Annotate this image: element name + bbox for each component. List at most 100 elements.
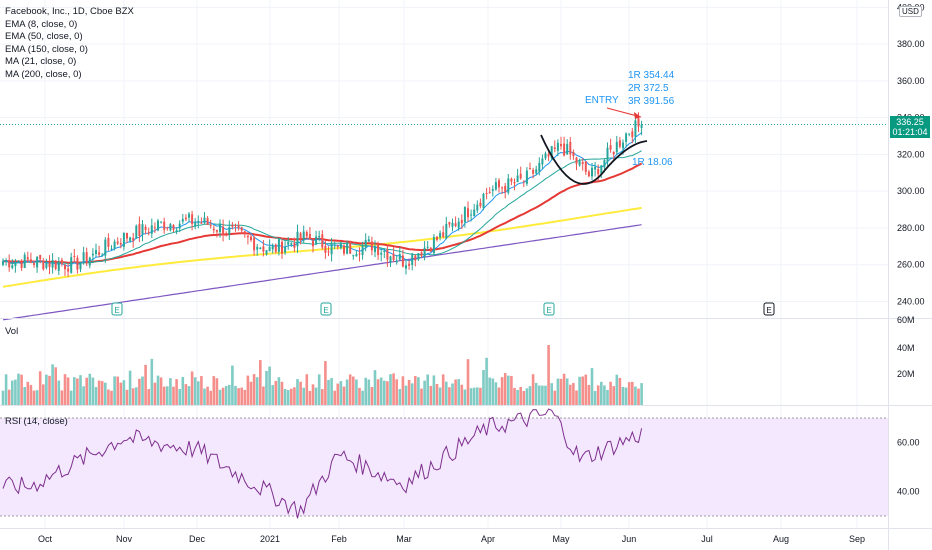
legend-ema50[interactable]: EMA (50, close, 0) — [5, 31, 83, 43]
candle-body — [550, 146, 553, 159]
volume-bar — [572, 383, 575, 405]
volume-bar — [550, 383, 553, 405]
volume-bar — [17, 373, 20, 405]
candle-body — [17, 260, 20, 262]
volume-bar — [469, 388, 473, 405]
volume-bar — [581, 376, 584, 405]
candle-body — [14, 261, 17, 267]
candle-body — [377, 244, 380, 256]
candle-body — [547, 154, 550, 157]
volume-bar — [150, 358, 154, 405]
volume-bar — [407, 380, 411, 405]
x-tick-label: Jul — [701, 534, 713, 544]
earnings-badge — [320, 302, 332, 316]
x-tick-label: Nov — [116, 534, 133, 544]
volume-bars — [1, 345, 643, 405]
rsi-path — [2, 408, 643, 519]
volume-bar — [45, 374, 48, 405]
rsi-pane-title[interactable]: RSI (14, close) — [5, 416, 68, 427]
candle-body — [556, 142, 559, 151]
candle-body — [259, 247, 262, 250]
candle-body — [250, 236, 252, 241]
candle-body — [256, 246, 259, 250]
volume-bar — [181, 377, 185, 405]
volume-bar — [401, 376, 405, 405]
candle-body — [150, 225, 153, 234]
volume-bar — [352, 376, 355, 405]
last-price-value: 336.25 — [896, 117, 924, 127]
volume-bar — [274, 380, 278, 405]
volume-bar — [565, 378, 569, 405]
volume-bar — [104, 382, 107, 405]
candle-body — [181, 218, 184, 222]
candle-body — [355, 253, 358, 257]
candle-body — [246, 235, 249, 238]
volume-bar — [479, 387, 482, 405]
volume-bar — [265, 370, 268, 405]
candle-body — [67, 268, 70, 272]
volume-bar — [435, 384, 439, 405]
earnings-badge — [763, 302, 775, 316]
volume-bar — [445, 381, 448, 405]
candle-body — [470, 214, 473, 216]
candle-body — [392, 253, 395, 261]
x-tick-label: Dec — [189, 534, 206, 544]
volume-bar — [1, 390, 5, 405]
candle-body — [234, 225, 237, 227]
currency-badge[interactable]: USD — [899, 6, 922, 17]
legend-ma200[interactable]: MA (200, close, 0) — [5, 68, 82, 80]
candle-body — [448, 222, 451, 225]
volume-bar — [119, 382, 123, 405]
volume-bar — [20, 374, 23, 405]
volume-bar — [631, 381, 634, 405]
symbol-title[interactable]: Facebook, Inc., 1D, Cboe BZX — [5, 6, 134, 17]
legend-ema8[interactable]: EMA (8, close, 0) — [5, 18, 78, 30]
candle-body — [380, 252, 383, 255]
volume-bar — [35, 390, 39, 405]
candle-body — [135, 225, 138, 239]
candle-body — [426, 246, 429, 248]
candle-body — [163, 221, 166, 230]
candles — [2, 112, 643, 277]
volume-bar — [26, 381, 30, 405]
volume-bar — [376, 379, 380, 405]
volume-bar — [66, 377, 70, 405]
volume-bar — [206, 386, 209, 405]
volume-bar — [510, 375, 513, 405]
volume-bar — [423, 380, 426, 405]
volume-bar — [584, 374, 588, 405]
volume-bar — [547, 345, 550, 405]
candle-body — [507, 178, 510, 193]
candle-body — [389, 256, 392, 263]
legend-ema150[interactable]: EMA (150, close, 0) — [5, 43, 88, 55]
candle-body — [113, 241, 116, 249]
volume-bar — [268, 366, 271, 405]
candle-body — [482, 193, 485, 209]
volume-pane-title[interactable]: Vol — [5, 326, 19, 337]
candle-body — [423, 247, 426, 257]
candle-body — [339, 243, 342, 249]
volume-bar — [624, 387, 628, 405]
volume-bar — [271, 385, 274, 405]
vol-tick-label: 40M — [897, 343, 915, 353]
candle-body — [172, 224, 175, 230]
candle-body — [538, 162, 541, 172]
candle-body — [79, 262, 82, 270]
volume-bar — [361, 390, 364, 405]
candle-body — [132, 237, 135, 241]
candle-body — [364, 240, 367, 248]
candle-body — [153, 227, 156, 229]
ma200-line — [2, 224, 642, 321]
legend-ma21[interactable]: MA (21, close, 0) — [5, 56, 77, 68]
ma200-path — [2, 224, 642, 321]
candle-body — [609, 145, 612, 150]
candle-body — [457, 221, 460, 228]
volume-bar — [29, 384, 33, 405]
volume-bar — [85, 377, 88, 405]
volume-bar — [14, 379, 17, 405]
candle-body — [460, 219, 463, 224]
volume-bar — [299, 381, 302, 405]
volume-bar — [553, 390, 557, 405]
candle-body — [429, 247, 432, 252]
